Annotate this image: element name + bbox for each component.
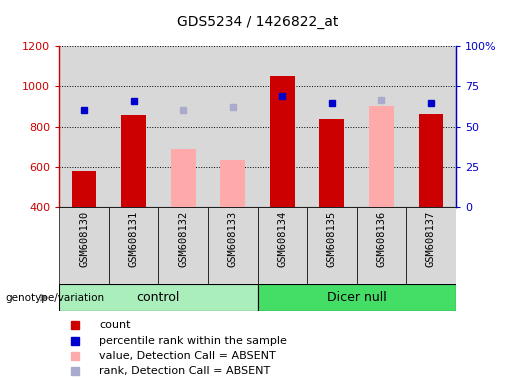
Bar [72, 171, 96, 207]
Bar [369, 106, 394, 207]
Text: GSM608134: GSM608134 [277, 211, 287, 267]
Bar [59, 284, 258, 311]
Text: genotype/variation: genotype/variation [5, 293, 104, 303]
Bar [59, 207, 109, 284]
Bar [208, 207, 258, 284]
Bar [307, 207, 356, 284]
Bar [270, 76, 295, 207]
Bar [258, 207, 307, 284]
Text: GSM608135: GSM608135 [327, 211, 337, 267]
Text: percentile rank within the sample: percentile rank within the sample [99, 336, 287, 346]
Text: Dicer null: Dicer null [327, 291, 387, 304]
Text: rank, Detection Call = ABSENT: rank, Detection Call = ABSENT [99, 366, 270, 376]
Text: GSM608136: GSM608136 [376, 211, 386, 267]
Text: control: control [136, 291, 180, 304]
Text: GSM608133: GSM608133 [228, 211, 238, 267]
Bar [121, 114, 146, 207]
Text: GSM608137: GSM608137 [426, 211, 436, 267]
Bar [109, 207, 159, 284]
Bar [319, 119, 344, 207]
Bar [419, 114, 443, 207]
Text: value, Detection Call = ABSENT: value, Detection Call = ABSENT [99, 351, 276, 361]
Bar [220, 160, 245, 207]
Bar [356, 207, 406, 284]
Bar [171, 149, 196, 207]
Text: GDS5234 / 1426822_at: GDS5234 / 1426822_at [177, 15, 338, 29]
Bar [258, 284, 456, 311]
Bar [159, 207, 208, 284]
Bar [406, 207, 456, 284]
Text: count: count [99, 320, 130, 330]
Text: GSM608130: GSM608130 [79, 211, 89, 267]
Text: GSM608132: GSM608132 [178, 211, 188, 267]
Text: GSM608131: GSM608131 [129, 211, 139, 267]
